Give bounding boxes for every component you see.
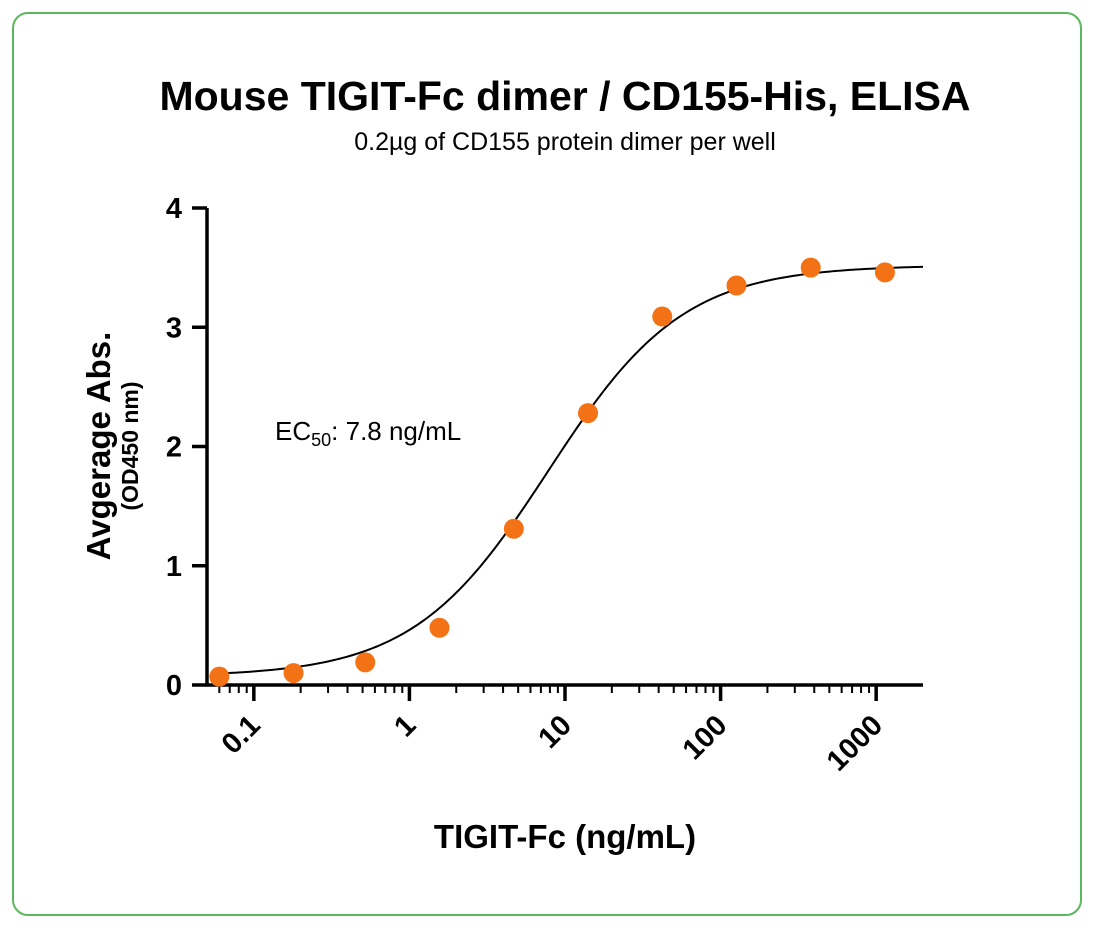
x-ticks: 0.1 1 10 100 1000 (216, 685, 889, 778)
data-point (652, 306, 673, 327)
ec50-value: : 7.8 ng/mL (331, 416, 461, 446)
chart-frame (12, 12, 1082, 916)
x-axis-title: TIGIT-Fc (ng/mL) (434, 818, 696, 855)
y-axis-subtitle: (OD450 nm) (117, 381, 143, 510)
x-tick-label: 10 (533, 709, 578, 754)
y-tick-label: 0 (166, 670, 182, 702)
x-tick-label: 1000 (821, 709, 889, 777)
chart-subtitle: 0.2µg of CD155 protein dimer per well (354, 128, 776, 156)
data-point (578, 403, 599, 424)
ec50-prefix: EC (275, 416, 311, 446)
ec50-annotation: EC50: 7.8 ng/mL (275, 416, 461, 450)
fit-curve (219, 265, 924, 675)
chart-title: Mouse TIGIT-Fc dimer / CD155-His, ELISA (159, 73, 970, 119)
data-point (503, 518, 524, 539)
data-point (429, 617, 450, 638)
data-point (800, 257, 821, 278)
data-point (283, 663, 304, 684)
x-tick-label: 100 (677, 709, 734, 766)
y-tick-label: 2 (166, 432, 182, 464)
data-point (209, 666, 230, 687)
data-point (874, 262, 895, 283)
data-points (209, 257, 895, 687)
y-tick-label: 4 (166, 193, 182, 225)
data-point (355, 652, 376, 673)
x-tick-label: 0.1 (216, 709, 267, 760)
y-tick-label: 3 (166, 312, 182, 344)
ec50-subscript: 50 (311, 430, 331, 450)
y-ticks: 0 1 2 3 4 (166, 193, 207, 702)
y-tick-label: 1 (166, 551, 182, 583)
x-tick-label: 1 (388, 709, 422, 743)
y-axis-title: Avgerage Abs. (80, 332, 117, 561)
data-point (726, 275, 747, 296)
